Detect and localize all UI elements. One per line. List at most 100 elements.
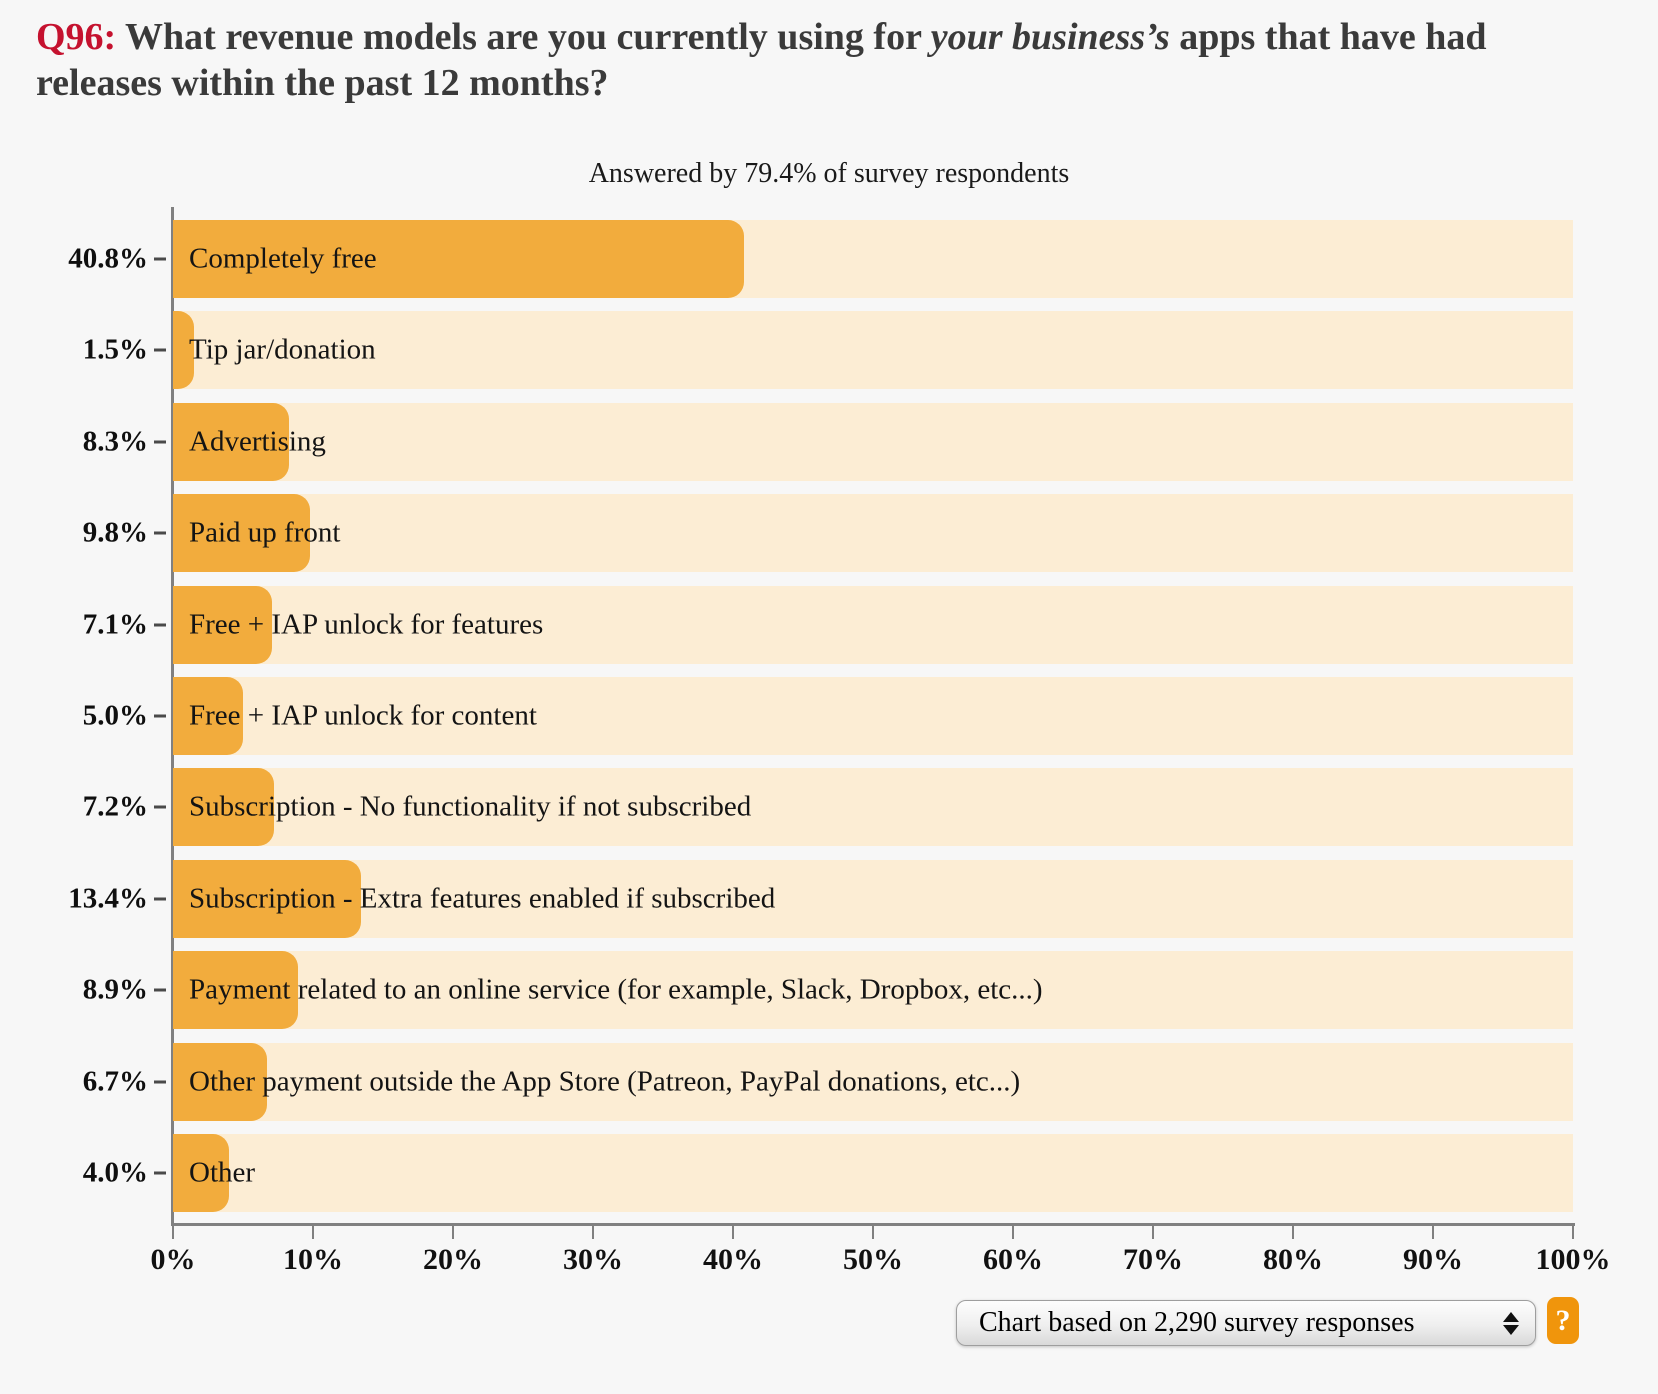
- value-label: 9.8%: [82, 516, 148, 549]
- x-tick-label: 80%: [1263, 1243, 1323, 1276]
- x-tick-label: 10%: [283, 1243, 343, 1276]
- bar: [173, 220, 745, 298]
- bar-label: Subscription - Extra features enabled if…: [189, 882, 776, 915]
- chart-row: 40.8% Completely free: [68, 220, 1573, 298]
- plot-area: 40.8% Completely free 1.5% Tip jar/donation…: [68, 220, 1573, 1212]
- x-tick-mark: [1292, 1226, 1294, 1239]
- chart-row: 6.7% Other payment outside the App Store …: [83, 1042, 1573, 1121]
- bar-track: [173, 951, 1573, 1030]
- bar-label: Free + IAP unlock for features: [189, 608, 544, 641]
- x-tick-label: 50%: [843, 1243, 903, 1276]
- bar-label: Paid up front: [189, 516, 341, 549]
- bar: [173, 676, 243, 755]
- value-label: 1.5%: [82, 333, 148, 366]
- bar-track: [173, 859, 1573, 938]
- row-tick-mark: [154, 897, 166, 901]
- chart-row: 13.4% Subscription - Extra features enabl…: [68, 859, 1573, 938]
- row-tick-mark: [154, 1080, 166, 1084]
- row-tick-mark: [154, 988, 166, 992]
- row-tick-mark: [154, 440, 166, 444]
- row-tick-mark: [154, 257, 166, 261]
- chart-row: 4.0% Other: [83, 1133, 1573, 1212]
- bar: [173, 402, 290, 481]
- x-tick-mark: [172, 1226, 174, 1239]
- bar-label: Tip jar/donation: [189, 333, 376, 366]
- chart-row: 1.5% Tip jar/donation: [83, 311, 1573, 390]
- x-tick-mark: [592, 1226, 594, 1239]
- value-label: 6.7%: [82, 1065, 148, 1098]
- bar-track: [173, 1133, 1573, 1212]
- bar: [173, 859, 361, 938]
- x-tick-label: 20%: [423, 1243, 483, 1276]
- question-text-italic: your business’s: [930, 16, 1170, 58]
- bar-label: Free + IAP unlock for content: [189, 699, 537, 732]
- row-tick-mark: [154, 1171, 166, 1175]
- chart-row: 9.8% Paid up front: [83, 494, 1573, 573]
- bar: [173, 951, 298, 1030]
- bar-track: [173, 494, 1573, 573]
- x-tick-mark: [1152, 1226, 1154, 1239]
- chart-row: 8.9% Payment related to an online service…: [83, 951, 1573, 1030]
- bar: [173, 585, 273, 664]
- question-number: Q96:: [36, 16, 117, 58]
- bar: [173, 1042, 267, 1121]
- value-label: 40.8%: [68, 242, 148, 275]
- bar-track: [173, 1042, 1573, 1121]
- y-axis: [171, 207, 174, 1226]
- chart-subtitle: Answered by 79.4% of survey respondents: [588, 158, 1070, 189]
- x-tick-mark: [1572, 1226, 1574, 1239]
- x-tick-label: 90%: [1403, 1243, 1463, 1276]
- x-tick-mark: [452, 1226, 454, 1239]
- chart-row: 7.2% Subscription - No functionality if n…: [83, 768, 1573, 847]
- x-tick-label: 70%: [1123, 1243, 1183, 1276]
- row-tick-mark: [154, 623, 166, 627]
- x-tick-label: 30%: [563, 1243, 623, 1276]
- bar-track: [173, 768, 1573, 847]
- bar-label: Other payment outside the App Store (Pat…: [189, 1065, 1021, 1098]
- chart-row: 8.3% Advertising: [83, 402, 1573, 481]
- x-tick-label: 0%: [150, 1243, 196, 1276]
- x-axis: [171, 1223, 1575, 1226]
- x-tick-mark: [1432, 1226, 1434, 1239]
- chart-row: 7.1% Free + IAP unlock for features: [83, 585, 1573, 664]
- x-tick-label: 60%: [983, 1243, 1043, 1276]
- bar: [173, 494, 311, 573]
- value-label: 8.3%: [82, 425, 148, 458]
- value-label: 5.0%: [82, 699, 148, 732]
- chart-row: 5.0% Free + IAP unlock for content: [83, 676, 1573, 755]
- x-tick-label: 40%: [703, 1243, 763, 1276]
- bar-label: Subscription - No functionality if not s…: [189, 790, 752, 823]
- bar: [173, 1133, 229, 1212]
- question-text-start: What revenue models are you currently us…: [116, 16, 931, 58]
- value-label: 8.9%: [82, 973, 148, 1006]
- x-tick-mark: [1012, 1226, 1014, 1239]
- x-tick-mark: [312, 1226, 314, 1239]
- x-tick-label: 100%: [1535, 1243, 1611, 1276]
- value-label: 4.0%: [82, 1156, 148, 1189]
- x-tick-mark: [872, 1226, 874, 1239]
- value-label: 7.2%: [82, 790, 148, 823]
- bar-label: Other: [189, 1156, 256, 1189]
- responses-select-value: Chart based on 2,290 survey responses: [979, 1307, 1415, 1338]
- responses-select[interactable]: Chart based on 2,290 survey responses: [956, 1300, 1536, 1346]
- question-text-end: apps that have had releases within the p…: [36, 16, 1487, 105]
- bar-track: [173, 311, 1573, 390]
- bar-track: [173, 585, 1573, 664]
- bar-track: [173, 402, 1573, 481]
- help-button[interactable]: ?: [1547, 1297, 1579, 1344]
- question-title: Q96: What revenue models are you current…: [36, 14, 1616, 107]
- bar-label: Payment related to an online service (fo…: [189, 973, 1043, 1006]
- select-spinner-icon: [1503, 1311, 1519, 1335]
- row-tick-mark: [154, 531, 166, 535]
- bar-track: [173, 676, 1573, 755]
- bar-label: Completely free: [189, 242, 377, 275]
- row-tick-mark: [154, 805, 166, 809]
- bar: [173, 768, 274, 847]
- bar-label: Advertising: [189, 425, 326, 458]
- x-tick-mark: [732, 1226, 734, 1239]
- bar: [173, 311, 194, 390]
- value-label: 7.1%: [82, 608, 148, 641]
- row-tick-mark: [154, 714, 166, 718]
- value-label: 13.4%: [68, 882, 148, 915]
